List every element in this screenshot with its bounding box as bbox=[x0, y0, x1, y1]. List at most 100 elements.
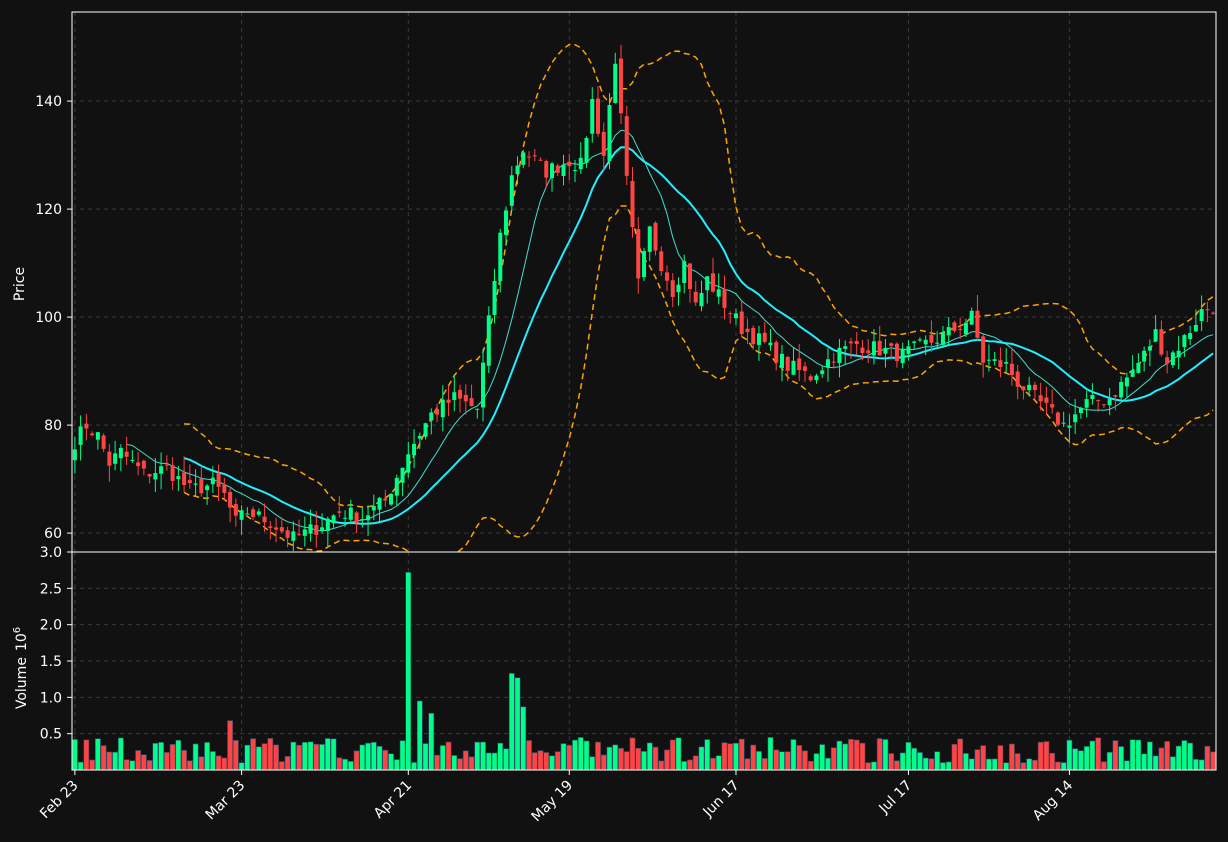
candle-body bbox=[446, 399, 451, 403]
candle-body bbox=[1038, 395, 1043, 402]
volume-bar bbox=[554, 751, 561, 771]
candle-body bbox=[153, 473, 158, 480]
volume-bar bbox=[353, 750, 360, 771]
candle-body bbox=[228, 492, 233, 508]
candle-body bbox=[877, 340, 882, 356]
volume-bar bbox=[445, 741, 452, 771]
candle-body bbox=[216, 473, 221, 487]
candle-body bbox=[435, 409, 440, 415]
volume-bar bbox=[405, 572, 412, 771]
candle-body bbox=[900, 348, 905, 364]
volume-bar bbox=[991, 758, 998, 771]
candle-body bbox=[532, 155, 537, 157]
candle-body bbox=[923, 339, 928, 345]
volume-bar bbox=[859, 742, 866, 771]
candle-body bbox=[1159, 329, 1164, 355]
candle-body bbox=[728, 313, 733, 315]
candle-body bbox=[1211, 312, 1216, 314]
candle-body bbox=[256, 511, 261, 515]
volume-bar bbox=[623, 751, 630, 771]
volume-tick-label: 2.0 bbox=[40, 618, 62, 634]
price-tick-label: 120 bbox=[35, 202, 62, 218]
volume-bar bbox=[1089, 740, 1096, 771]
candle-body bbox=[343, 517, 348, 519]
candle-body bbox=[90, 433, 95, 436]
candle-body bbox=[1165, 357, 1170, 364]
candle-body bbox=[998, 360, 1003, 368]
volume-bar bbox=[347, 761, 354, 771]
volume-bar bbox=[152, 743, 159, 771]
candle-body bbox=[1032, 384, 1037, 391]
candle-body bbox=[245, 513, 250, 515]
candle-body bbox=[1130, 370, 1135, 377]
candle-body bbox=[935, 342, 940, 344]
candle-body bbox=[584, 138, 589, 163]
volume-bar bbox=[77, 761, 84, 771]
candle-body bbox=[768, 342, 773, 346]
candle-body bbox=[538, 159, 543, 161]
volume-bar bbox=[1175, 745, 1182, 771]
volume-panel-frame bbox=[71, 551, 1217, 771]
candle-body bbox=[377, 497, 382, 510]
volume-bar bbox=[1112, 740, 1119, 771]
candle-body bbox=[550, 163, 555, 179]
candle-body bbox=[1050, 404, 1055, 408]
volume-bar bbox=[204, 742, 210, 771]
volume-bar bbox=[698, 746, 705, 771]
candle-body bbox=[986, 359, 991, 361]
volume-bar bbox=[514, 677, 521, 771]
candle-body bbox=[854, 341, 859, 345]
volume-bar bbox=[497, 742, 504, 771]
candle-body bbox=[825, 359, 830, 368]
candle-body bbox=[389, 493, 394, 505]
candle-body bbox=[745, 328, 750, 333]
volume-bar bbox=[957, 738, 964, 771]
volume-bar bbox=[508, 673, 515, 771]
volume-bar bbox=[71, 739, 78, 771]
candle-body bbox=[659, 251, 664, 272]
candle-body bbox=[1188, 333, 1193, 340]
ma-slow-line bbox=[183, 146, 1214, 525]
volume-bar bbox=[980, 745, 987, 771]
candle-body bbox=[1084, 399, 1089, 408]
volume-bar bbox=[451, 755, 458, 771]
candle-body bbox=[521, 152, 526, 165]
volume-bar bbox=[905, 742, 912, 771]
candle-body bbox=[687, 263, 693, 290]
candle-body bbox=[348, 507, 353, 520]
volume-bar bbox=[664, 749, 670, 771]
volume-bar bbox=[480, 741, 486, 771]
volume-bar bbox=[629, 737, 636, 771]
volume-bar bbox=[733, 742, 739, 771]
candle-body bbox=[912, 341, 917, 343]
volume-bar bbox=[1106, 751, 1113, 771]
candle-body bbox=[481, 362, 486, 408]
volume-bar bbox=[721, 742, 728, 771]
candle-body bbox=[756, 333, 761, 345]
candle-body bbox=[1055, 412, 1060, 425]
candle-body bbox=[1107, 398, 1112, 406]
volume-bar bbox=[583, 740, 590, 771]
candle-body bbox=[302, 529, 307, 536]
volume-bar bbox=[411, 762, 417, 771]
volume-bar bbox=[830, 747, 837, 771]
volume-bar bbox=[221, 757, 228, 771]
price-tick-label: 100 bbox=[35, 310, 62, 326]
candle-body bbox=[1182, 335, 1187, 348]
candle-body bbox=[527, 156, 532, 158]
volume-bar bbox=[330, 738, 337, 771]
volume-bar bbox=[474, 741, 481, 771]
candle-body bbox=[722, 289, 727, 308]
candle-body bbox=[1199, 309, 1204, 322]
candle-body bbox=[762, 332, 767, 342]
volume-bar bbox=[485, 752, 492, 771]
candle-body bbox=[429, 412, 434, 421]
volume-bar bbox=[1026, 758, 1033, 771]
volume-bar bbox=[1141, 753, 1148, 771]
volume-bar bbox=[658, 760, 665, 771]
volume-bar bbox=[899, 752, 906, 771]
volume-bar bbox=[986, 758, 992, 771]
volume-bar bbox=[301, 741, 308, 771]
volume-bar bbox=[273, 744, 279, 771]
candle-body bbox=[297, 534, 302, 536]
